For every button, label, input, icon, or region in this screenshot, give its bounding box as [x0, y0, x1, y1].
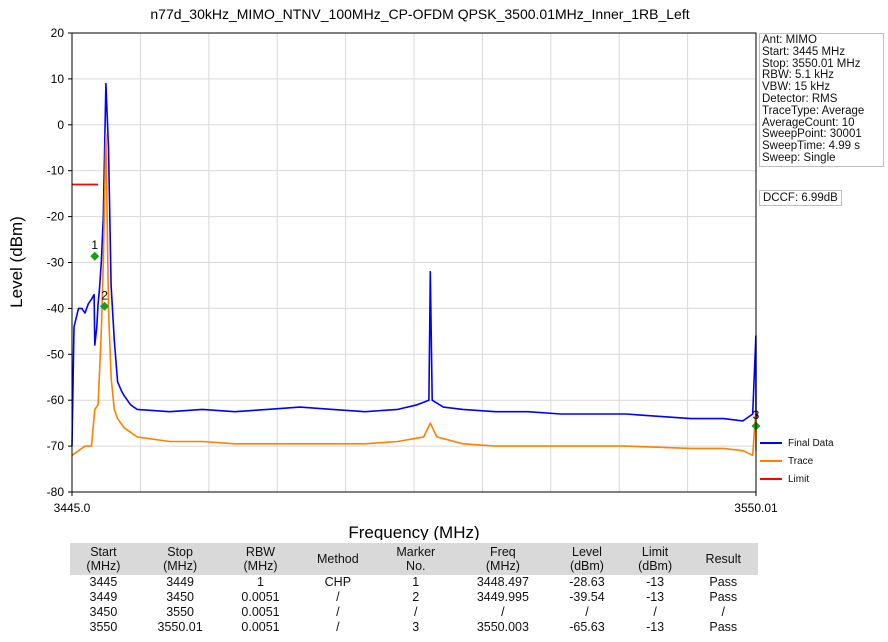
info-stop: Stop: 3550.01 MHz — [762, 57, 861, 70]
marker-label: 1 — [91, 238, 98, 252]
series-final-data — [71, 82, 758, 447]
legend-swatch-limit — [760, 478, 782, 480]
y-axis-label: Level (dBm) — [7, 216, 26, 308]
legend-item-limit: Limit — [760, 470, 859, 488]
chart-legend: Final Data Trace Limit — [760, 434, 859, 490]
info-sweep: Sweep: Single — [762, 151, 836, 164]
plot-series — [71, 82, 758, 457]
table-row: 3550 3550.01 0.0051/3 3550.003 -65.63 -13 Pass — [89, 620, 738, 634]
info-average-count: AverageCount: 10 — [762, 116, 855, 129]
dccf-box: DCCF: 6.99dB — [759, 190, 842, 206]
table-header-row: Start (MHz) Stop (MHz) RBW (MHz) Method Mar… — [70, 543, 758, 575]
info-antenna: Ant: MIMO — [762, 34, 817, 46]
y-axis-ticks: 20 10 0 -10 -20 -30 -40 -50 -60 -70 -80 — [47, 26, 72, 499]
table-row: 3449 3450 0.0051/2 3449.995 -39.54 -13 Pass — [89, 590, 738, 604]
marker-1 — [90, 251, 100, 261]
y-tick-label: -10 — [47, 164, 65, 178]
col-header-marker: Marker No. — [378, 543, 454, 575]
legend-swatch-trace — [760, 460, 782, 462]
spectrum-chart: n77d_30kHz_MIMO_NTNV_100MHz_CP-OFDM QPSK… — [7, 6, 778, 540]
chart-title: n77d_30kHz_MIMO_NTNV_100MHz_CP-OFDM QPSK… — [150, 6, 689, 22]
legend-label: Limit — [788, 473, 810, 485]
info-trace-type: TraceType: Average — [762, 104, 865, 117]
x-axis-ticks: 3445.0 3550.01 — [54, 492, 778, 515]
y-tick-label: -20 — [47, 210, 65, 224]
info-vbw: VBW: 15 kHz — [762, 81, 831, 94]
col-header-result: Result — [688, 543, 758, 575]
table-row: 3450 3550 0.0051// / / / / — [89, 605, 726, 619]
y-tick-label: 10 — [51, 72, 65, 86]
series-trace — [71, 133, 757, 457]
col-header-rbw: RBW (MHz) — [223, 543, 298, 575]
col-header-start: Start (MHz) — [70, 543, 137, 575]
info-sweep-point: SweepPoint: 30001 — [762, 128, 862, 141]
col-header-limit: Limit (dBm) — [621, 543, 689, 575]
info-sweep-time: SweepTime: 4.99 s — [762, 140, 861, 153]
y-tick-label: 20 — [51, 26, 65, 40]
y-tick-label: -80 — [47, 485, 65, 499]
marker-label: 2 — [101, 288, 108, 302]
legend-item-trace: Trace — [760, 452, 859, 470]
info-rbw: RBW: 5.1 kHz — [762, 69, 834, 82]
col-header-stop: Stop (MHz) — [136, 543, 224, 575]
x-tick-label: 3445.0 — [54, 501, 91, 515]
y-tick-label: -50 — [47, 347, 65, 361]
marker-2 — [100, 301, 110, 311]
plot-grid — [71, 32, 757, 493]
y-tick-label: -70 — [47, 439, 65, 453]
col-header-freq: Freq (MHz) — [453, 543, 553, 575]
info-start: Start: 3445 MHz — [762, 45, 846, 58]
legend-label: Trace — [788, 455, 814, 467]
col-header-level: Level (dBm) — [552, 543, 622, 575]
table-row: 3445 3449 1 CHP 1 3448.497 -28.63 -13 Pass — [89, 575, 738, 589]
x-tick-label: 3550.01 — [734, 501, 778, 515]
x-axis-label: Frequency (MHz) — [348, 523, 479, 540]
results-table: Start (MHz) Stop (MHz) RBW (MHz) Method Mar… — [70, 543, 758, 635]
y-tick-label: -40 — [47, 301, 65, 315]
measurement-info-box: Ant: MIMO Start: 3445 MHz Stop: 3550.01 … — [759, 33, 884, 167]
legend-label: Final Data — [788, 437, 834, 449]
y-tick-label: -60 — [47, 393, 65, 407]
legend-item-final-data: Final Data — [760, 434, 859, 452]
y-tick-label: 0 — [57, 118, 64, 132]
legend-swatch-final-data — [760, 442, 782, 444]
col-header-method: Method — [297, 543, 379, 575]
y-tick-label: -30 — [47, 256, 65, 270]
info-detector: Detector: RMS — [762, 92, 838, 105]
